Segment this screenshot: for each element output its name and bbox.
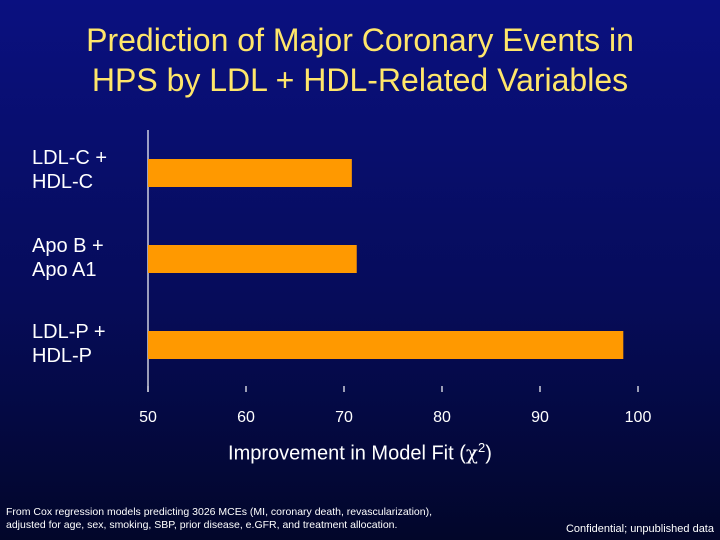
x-tick-label-3: 80 xyxy=(433,409,451,426)
footnote-line-2: adjusted for age, sex, smoking, SBP, pri… xyxy=(6,519,398,531)
category-label-2: LDL-P + HDL-P xyxy=(32,320,106,368)
x-axis-label-superscript: 2 xyxy=(478,440,486,455)
category-label-0: LDL-C + HDL-C xyxy=(32,146,107,194)
category-label-1-line-2: Apo A1 xyxy=(32,259,97,281)
footnote: From Cox regression models predicting 30… xyxy=(6,506,516,532)
x-tick-label-5: 100 xyxy=(625,409,652,426)
x-tick-label-0: 50 xyxy=(139,409,157,426)
bar-0 xyxy=(148,159,352,187)
confidential-note: Confidential; unpublished data xyxy=(565,523,714,535)
chart-title: Prediction of Major Coronary Events in H… xyxy=(0,20,720,100)
title-line-1: Prediction of Major Coronary Events in xyxy=(86,22,634,58)
footnote-line-1: From Cox regression models predicting 30… xyxy=(6,506,433,518)
bar-2 xyxy=(148,331,624,359)
x-axis-label-close: ) xyxy=(485,442,492,465)
x-tick-label-4: 90 xyxy=(531,409,549,426)
category-label-0-line-2: HDL-C xyxy=(32,171,94,193)
category-label-0-line-1: LDL-C + xyxy=(32,147,108,169)
x-axis-label: Improvement in Model Fit (χ2) xyxy=(0,440,720,466)
bar-1 xyxy=(148,245,357,273)
x-axis-label-text: Improvement in Model Fit ( xyxy=(228,442,466,465)
x-tick-label-2: 70 xyxy=(335,409,353,426)
title-line-2: HPS by LDL + HDL-Related Variables xyxy=(91,62,629,98)
category-label-1-line-1: Apo B + xyxy=(32,235,104,257)
x-tick-label-1: 60 xyxy=(237,409,255,426)
chi-symbol: χ xyxy=(465,440,479,465)
category-label-2-line-2: HDL-P xyxy=(32,345,93,367)
category-label-1: Apo B + Apo A1 xyxy=(32,234,104,282)
category-label-2-line-1: LDL-P + xyxy=(32,321,106,343)
